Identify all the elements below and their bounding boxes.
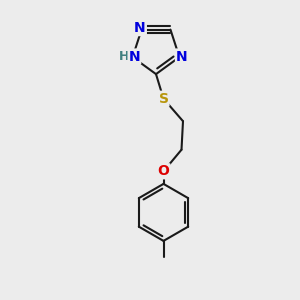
Text: H: H	[119, 50, 129, 63]
Text: O: O	[158, 164, 169, 178]
Text: S: S	[158, 92, 169, 106]
Text: N: N	[134, 21, 146, 35]
Text: N: N	[176, 50, 188, 64]
Text: N: N	[129, 50, 140, 64]
